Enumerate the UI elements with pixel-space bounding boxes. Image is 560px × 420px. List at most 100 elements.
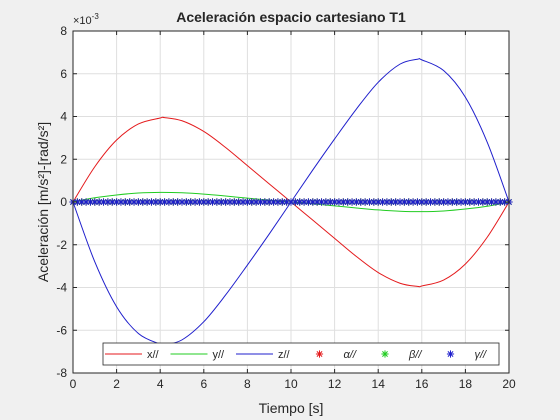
y-tick-label: 2	[60, 152, 67, 166]
series-marker	[78, 198, 86, 206]
legend-item[interactable]: β//	[381, 349, 422, 361]
series-group	[69, 58, 513, 346]
series-marker	[160, 198, 169, 206]
series-marker	[108, 198, 116, 206]
series-marker	[426, 198, 435, 206]
series-marker	[501, 198, 509, 206]
legend-item[interactable]: x//	[105, 349, 160, 361]
legend-item[interactable]: y//	[170, 349, 226, 361]
series-marker	[243, 198, 251, 206]
y-tick-label: 8	[60, 24, 67, 38]
chart-title: Aceleración espacio cartesiano T1	[176, 9, 406, 25]
series-marker	[348, 198, 356, 206]
series-marker	[361, 198, 369, 206]
series-marker	[352, 198, 360, 206]
x-axis-label: Tiempo [s]	[259, 400, 324, 416]
legend-label: α//	[344, 349, 357, 361]
series-marker	[413, 198, 422, 206]
series-marker	[483, 198, 491, 206]
y-exponent-label: ×10-3	[73, 12, 99, 27]
series-marker	[474, 198, 483, 206]
series-marker	[405, 198, 413, 206]
series-marker	[217, 198, 225, 206]
series-marker	[274, 198, 282, 206]
series-marker	[265, 198, 273, 206]
series-marker	[104, 198, 112, 206]
x-tick-label: 8	[244, 377, 251, 391]
y-tick-label: -2	[56, 238, 67, 252]
series-marker	[278, 198, 286, 206]
series-marker	[143, 198, 151, 206]
series-marker	[400, 198, 408, 206]
series-marker	[313, 198, 321, 206]
series-marker	[326, 198, 334, 206]
series-marker	[195, 198, 204, 206]
x-tick-label: 10	[284, 377, 298, 391]
series-marker	[387, 198, 395, 206]
series-marker	[169, 198, 177, 206]
series-marker	[444, 198, 452, 206]
series-marker	[213, 198, 221, 206]
series-marker	[492, 198, 500, 206]
legend-item[interactable]: γ//	[446, 349, 488, 361]
x-tick-label: 16	[415, 377, 429, 391]
series-marker	[396, 198, 404, 206]
series-marker	[126, 198, 134, 206]
series-marker	[339, 198, 347, 206]
series-marker	[466, 198, 474, 206]
series-marker	[139, 198, 147, 206]
series-marker	[182, 198, 190, 206]
legend-label: γ//	[475, 349, 488, 361]
x-tick-label: 18	[459, 377, 473, 391]
legend-label: z//	[278, 349, 291, 361]
series-marker	[422, 198, 430, 206]
series-marker	[130, 198, 138, 206]
legend-item[interactable]: z//	[236, 349, 291, 361]
series-marker	[222, 198, 230, 206]
x-tick-label: 12	[328, 377, 342, 391]
series-6	[69, 198, 513, 206]
series-marker	[448, 198, 456, 206]
series-marker	[178, 198, 186, 206]
legend-swatch	[315, 350, 324, 358]
series-marker	[269, 198, 278, 206]
x-tick-label: 20	[502, 377, 516, 391]
series-marker	[235, 198, 243, 206]
legend-swatch	[446, 350, 455, 358]
series-marker	[383, 198, 391, 206]
series-marker	[152, 198, 160, 206]
series-marker	[86, 198, 95, 206]
series-marker	[261, 198, 269, 206]
x-tick-label: 6	[200, 377, 207, 391]
series-marker	[174, 198, 182, 206]
series-marker	[357, 198, 365, 206]
series-marker	[91, 198, 99, 206]
series-marker	[331, 198, 339, 206]
series-marker	[431, 198, 439, 206]
series-marker	[187, 198, 195, 206]
series-marker	[99, 198, 108, 206]
legend-label: x//	[147, 349, 160, 361]
legend-item[interactable]: α//	[315, 349, 357, 361]
series-marker	[392, 198, 400, 206]
y-tick-label: -4	[56, 281, 67, 295]
legend-swatch	[381, 350, 389, 358]
axis-ticks: 0 2 4 6 8 10 12 14 16 18 20 -8 -6 -4 -2 0 2 4 6 8	[56, 24, 516, 391]
series-marker	[95, 198, 103, 206]
series-marker	[121, 198, 129, 206]
series-marker	[165, 198, 173, 206]
series-marker	[304, 198, 313, 206]
series-marker	[200, 198, 208, 206]
series-marker	[487, 198, 496, 206]
series-marker	[496, 198, 504, 206]
y-exponent-base: ×10	[73, 15, 92, 27]
series-marker	[457, 198, 465, 206]
series-marker	[226, 198, 234, 206]
series-marker	[409, 198, 417, 206]
series-marker	[256, 198, 265, 206]
y-tick-label: -6	[56, 323, 67, 337]
series-marker	[113, 198, 121, 206]
legend[interactable]: x// y// z// α// β// γ//	[102, 342, 500, 366]
series-marker	[82, 198, 90, 206]
